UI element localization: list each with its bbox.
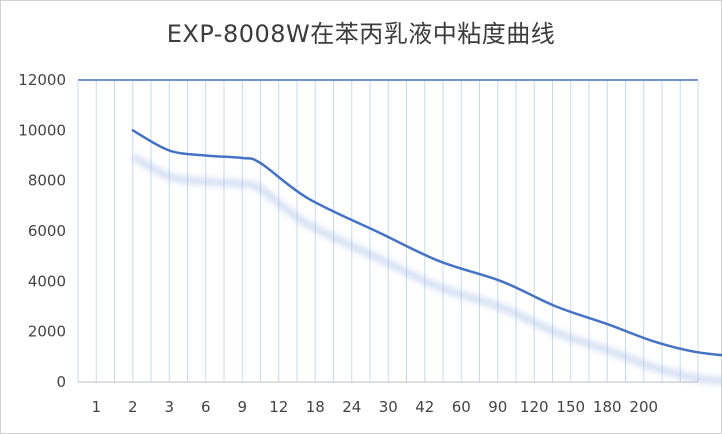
x-tick-label: 24: [342, 398, 361, 416]
y-tick-label: 8000: [28, 172, 66, 190]
x-tick-label: 120: [520, 398, 549, 416]
x-tick-label: 2: [128, 398, 138, 416]
x-tick-label: 30: [379, 398, 398, 416]
x-tick-label: 1: [91, 398, 101, 416]
y-tick-label: 6000: [28, 222, 66, 240]
x-tick-label: 9: [237, 398, 247, 416]
x-tick-label: 18: [306, 398, 325, 416]
y-tick-label: 0: [56, 373, 66, 391]
x-tick-label: 3: [164, 398, 174, 416]
chart-title: EXP-8008W在苯丙乳液中粘度曲线: [166, 20, 556, 48]
y-tick-label: 10000: [18, 121, 66, 139]
y-tick-label: 12000: [18, 71, 66, 89]
series-shadow: [131, 153, 722, 385]
x-tick-label: 90: [488, 398, 507, 416]
y-tick-label: 2000: [28, 323, 66, 341]
x-tick-label: 200: [629, 398, 658, 416]
y-tick-label: 4000: [28, 272, 66, 290]
x-tick-label: 6: [201, 398, 211, 416]
x-tick-label: 180: [593, 398, 622, 416]
x-tick-label: 12: [269, 398, 288, 416]
x-tick-label: 60: [452, 398, 471, 416]
x-tick-label: 42: [415, 398, 434, 416]
x-tick-label: 150: [556, 398, 585, 416]
series-line-viscosity: [131, 129, 722, 357]
